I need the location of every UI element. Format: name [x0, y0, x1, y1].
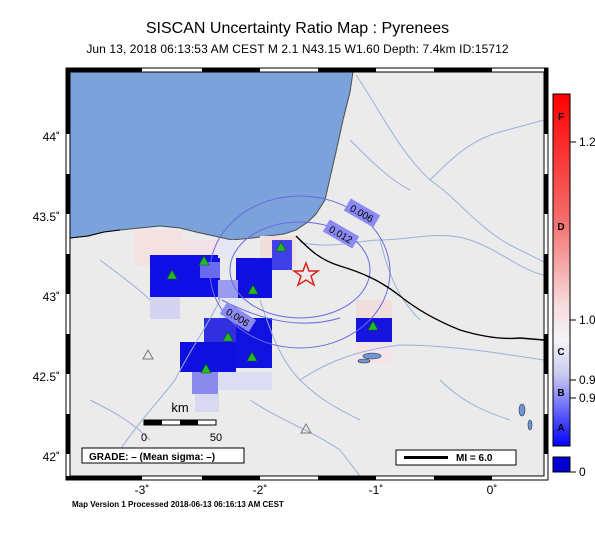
- lat-tick: 44˚: [43, 130, 60, 144]
- svg-text:0: 0: [141, 432, 147, 444]
- border: [295, 235, 544, 341]
- colorbar-letter: B: [557, 388, 564, 399]
- colorbar-value: 0.9: [579, 391, 595, 405]
- map-frame: [65, 67, 549, 481]
- event-subtitle: Jun 13, 2018 06:13:53 AM CEST M 2.1 N43.…: [86, 42, 509, 56]
- map-title: SISCAN Uncertainty Ratio Map : Pyrenees: [145, 20, 450, 37]
- small-islands: [357, 352, 533, 431]
- lon-tick: -3˚: [135, 483, 150, 497]
- epicenter-star: [291, 260, 321, 287]
- svg-text:50: 50: [210, 432, 222, 444]
- lat-tick: 42˚: [43, 450, 60, 464]
- colorbar-letter: A: [557, 423, 564, 434]
- colorbar-value: 0.9: [579, 373, 595, 387]
- lat-tick: 42.5˚: [33, 370, 60, 384]
- lon-tick: 0˚: [487, 483, 498, 497]
- lat-tick: 43.5˚: [33, 210, 60, 224]
- colorbar-letter: D: [557, 222, 564, 233]
- colorbar-value: 1.0: [579, 313, 595, 327]
- lat-tick: 43˚: [43, 290, 60, 304]
- colorbar-value: 1.2: [579, 135, 595, 149]
- colorbar-letter: F: [558, 112, 564, 123]
- mi-box: MI = 6.0: [395, 449, 517, 466]
- svg-text:GRADE: – (Mean sigma: –): GRADE: – (Mean sigma: –): [89, 452, 215, 463]
- stations: [142, 241, 379, 434]
- svg-text:km: km: [171, 400, 188, 415]
- rivers: [89, 74, 544, 476]
- svg-text:MI = 6.0: MI = 6.0: [456, 453, 493, 464]
- lon-tick: -2˚: [253, 483, 268, 497]
- lon-axis: -3˚ -2˚ -1˚ 0˚: [135, 483, 498, 497]
- colorbar: F D C B A 1.2 1.0 0.9 0.9 0: [552, 93, 595, 479]
- colorbar-value: 0: [579, 465, 586, 479]
- grade-box: GRADE: – (Mean sigma: –): [81, 447, 245, 464]
- ocean-area: [70, 72, 354, 241]
- lat-axis: 44˚ 43.5˚ 43˚ 42.5˚ 42˚: [33, 130, 60, 464]
- map-canvas: [70, 72, 544, 476]
- colorbar-letter: C: [557, 347, 564, 358]
- processing-footer: Map Version 1 Processed 2018-06-13 06:16…: [72, 500, 284, 509]
- scale-bar: km 0 50: [141, 400, 222, 444]
- lon-tick: -1˚: [369, 483, 384, 497]
- contours: [209, 195, 391, 349]
